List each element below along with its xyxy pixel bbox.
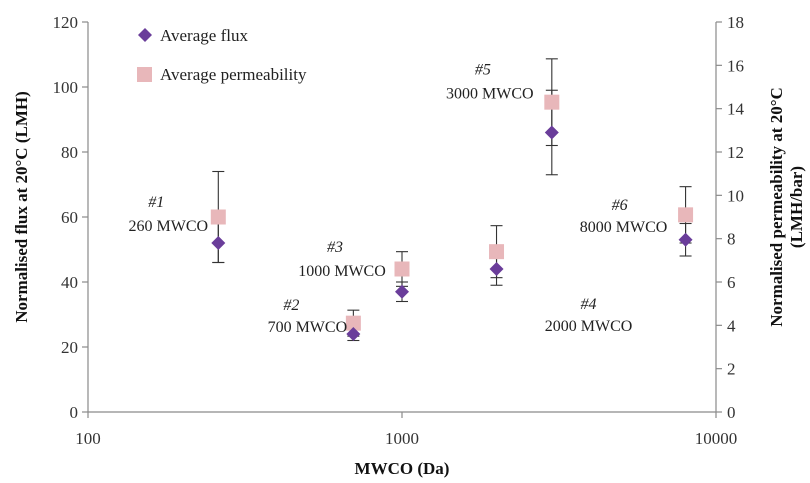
- y-tick-label: 20: [61, 338, 78, 357]
- annotation-label: 8000 MWCO: [580, 219, 668, 236]
- y-tick-label: 120: [53, 13, 79, 32]
- legend-label-flux: Average flux: [160, 26, 248, 45]
- y-tick-label: 40: [61, 273, 78, 292]
- y2-tick-label: 10: [727, 186, 744, 205]
- flux-marker: [489, 262, 504, 276]
- y2-tick-label: 18: [727, 13, 744, 32]
- annotation-id: #2: [283, 297, 299, 314]
- permeability-marker: [489, 244, 505, 260]
- annotation-label: 2000 MWCO: [545, 318, 633, 335]
- annotation-label: 260 MWCO: [129, 218, 209, 235]
- y-tick-label: 100: [53, 78, 79, 97]
- axes: [82, 21, 722, 418]
- y2-tick-label: 8: [727, 230, 736, 249]
- y-tick-label: 60: [61, 208, 78, 227]
- y2-tick-labels: 0 2 4 6 8 10 12 14 16 18: [727, 13, 745, 422]
- y-tick-labels: 0 20 40 60 80 100 120: [53, 13, 79, 422]
- annotation-label: 1000 MWCO: [298, 263, 386, 280]
- y2-axis-title-line2: (LMH/bar): [787, 166, 806, 248]
- permeability-marker: [678, 207, 694, 223]
- annotation-label: 3000 MWCO: [446, 86, 534, 103]
- y2-axis-title-line1: Normalised permeability at 20°C: [767, 87, 786, 327]
- y2-tick-label: 6: [727, 273, 736, 292]
- permeability-marker: [210, 209, 226, 225]
- y-axis-title: Normalised flux at 20°C (LMH): [12, 91, 31, 323]
- permeability-marker: [394, 261, 410, 277]
- x-tick-label: 1000: [385, 429, 419, 448]
- x-axis-title: MWCO (Da): [355, 459, 450, 478]
- legend-label-permeability: Average permeability: [160, 65, 307, 84]
- flux-marker: [211, 236, 226, 250]
- annotation-id: #5: [475, 62, 491, 79]
- data-markers: [210, 94, 694, 341]
- annotation-id: #3: [327, 239, 343, 256]
- y2-tick-label: 12: [727, 143, 744, 162]
- legend: Average flux Average permeability: [137, 26, 307, 84]
- y2-tick-label: 2: [727, 360, 736, 379]
- annotation-label: 700 MWCO: [268, 319, 348, 336]
- y-tick-label: 80: [61, 143, 78, 162]
- legend-marker-flux: [138, 28, 152, 42]
- annotation-id: #1: [148, 194, 164, 211]
- permeability-marker: [345, 315, 361, 331]
- y2-tick-label: 0: [727, 403, 736, 422]
- annotation-id: #4: [581, 296, 597, 313]
- x-tick-labels: 100 1000 10000: [75, 429, 737, 448]
- flux-marker: [678, 232, 693, 247]
- flux-marker: [346, 327, 361, 341]
- x-tick-label: 100: [75, 429, 101, 448]
- flux-marker: [395, 284, 409, 299]
- legend-marker-permeability: [137, 67, 152, 82]
- annotation-id: #6: [612, 197, 628, 214]
- permeability-marker: [544, 94, 560, 110]
- y-tick-label: 0: [70, 403, 79, 422]
- x-tick-label: 10000: [695, 429, 738, 448]
- flux-marker: [544, 125, 559, 140]
- point-annotations: #1 260 MWCO #2 700 MWCO #3 1000 MWCO #4 2000 MW…: [129, 62, 668, 337]
- y2-tick-label: 16: [727, 56, 744, 75]
- y2-tick-label: 14: [727, 100, 745, 119]
- y2-tick-label: 4: [727, 316, 736, 335]
